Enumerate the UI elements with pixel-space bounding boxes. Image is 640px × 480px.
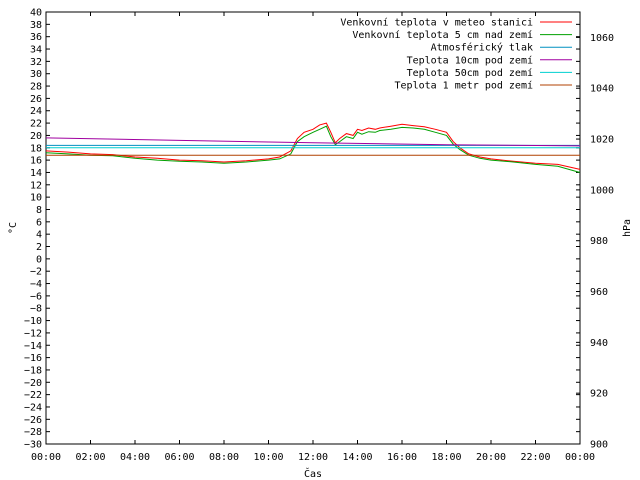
- series-line-1: [45, 125, 581, 173]
- y-tick-label: −20: [24, 378, 42, 389]
- y-tick-label: 36: [30, 32, 42, 43]
- y-tick-label: 8: [36, 205, 42, 216]
- y-tick-label: 4: [36, 230, 42, 241]
- x-tick-label: 10:00: [253, 452, 283, 463]
- legend-label-5: Teplota 1 metr pod zemí: [395, 80, 533, 92]
- x-tick-label: 04:00: [120, 452, 150, 463]
- y-tick-label: 30: [30, 69, 42, 80]
- y-tick-label: 16: [30, 156, 42, 167]
- y-tick-label: −28: [24, 427, 42, 438]
- x-tick-label: 12:00: [298, 452, 328, 463]
- y-tick-label: 6: [36, 217, 42, 228]
- series-line-3: [45, 137, 581, 147]
- y2-axis: 1060 1040 1020 1000 980 960 940 920 900: [576, 33, 614, 451]
- y-tick-label: −18: [24, 365, 42, 376]
- legend-label-3: Teplota 10cm pod zemí: [407, 54, 533, 66]
- x-axis: 00:00 02:00 04:00 06:00 08:00 10:00 12:00 14:00…: [31, 12, 595, 463]
- x-tick-label: 20:00: [476, 452, 506, 463]
- y2-tick-label: 1060: [590, 33, 614, 44]
- y-tick-label: −22: [24, 390, 42, 401]
- x-tick-label: 08:00: [209, 452, 239, 463]
- y2-tick-label: 980: [590, 236, 608, 247]
- y-tick-label: −30: [24, 440, 42, 451]
- y2-tick-label: 1020: [590, 135, 614, 146]
- y-tick-label: 18: [30, 143, 42, 154]
- y-tick-label: 34: [30, 45, 42, 56]
- y-tick-label: 26: [30, 94, 42, 105]
- y-tick-label: 32: [30, 57, 42, 68]
- y-tick-label: −26: [24, 415, 42, 426]
- y-tick-label: −8: [30, 304, 42, 315]
- x-tick-label: 02:00: [75, 452, 105, 463]
- y-tick-label: −4: [30, 279, 42, 290]
- legend-label-2: Atmosférický tlak: [431, 42, 533, 54]
- y-tick-label: −10: [24, 316, 42, 327]
- y-tick-label: 38: [30, 20, 42, 31]
- series-line-0: [45, 122, 581, 170]
- y-tick-label: 14: [30, 168, 42, 179]
- y-tick-label: −12: [24, 328, 42, 339]
- y-tick-label: −16: [24, 353, 42, 364]
- y-axis-label: °C: [8, 222, 19, 234]
- x-tick-label: 06:00: [164, 452, 194, 463]
- legend: Venkovní teplota v meteo staniciVenkovní…: [340, 17, 572, 92]
- y2-axis-label: hPa: [622, 219, 633, 237]
- y2-tick-label: 1040: [590, 84, 614, 95]
- y-tick-label: 24: [30, 106, 42, 117]
- y2-tick-label: 900: [590, 440, 608, 451]
- series-lines: [45, 122, 581, 173]
- y-axis: 4038363432302826242220181614121086420−2−…: [24, 8, 580, 451]
- x-tick-label: 22:00: [520, 452, 550, 463]
- y-tick-label: 12: [30, 180, 42, 191]
- x-tick-label: 00:00: [31, 452, 61, 463]
- y-tick-label: 10: [30, 193, 42, 204]
- y-tick-label: 28: [30, 82, 42, 93]
- x-tick-label: 16:00: [387, 452, 417, 463]
- y-tick-label: 2: [36, 242, 42, 253]
- y2-tick-label: 960: [590, 287, 608, 298]
- y-tick-label: −2: [30, 267, 42, 278]
- y-tick-label: 22: [30, 119, 42, 130]
- legend-label-4: Teplota 50cm pod zemí: [407, 67, 533, 79]
- y2-tick-label: 920: [590, 389, 608, 400]
- y-tick-label: −24: [24, 402, 42, 413]
- y-tick-label: 40: [30, 8, 42, 19]
- y2-tick-label: 940: [590, 338, 608, 349]
- legend-label-0: Venkovní teplota v meteo stanici: [340, 17, 533, 29]
- y2-tick-label: 1000: [590, 185, 614, 196]
- y-tick-label: −14: [24, 341, 42, 352]
- y-tick-label: 20: [30, 131, 42, 142]
- legend-label-1: Venkovní teplota 5 cm nad zemí: [352, 29, 533, 41]
- y-tick-label: −6: [30, 291, 42, 302]
- x-axis-label: Čas: [304, 467, 322, 480]
- x-tick-label: 14:00: [342, 452, 372, 463]
- x-tick-label: 00:00: [565, 452, 595, 463]
- y-tick-label: 0: [36, 254, 42, 265]
- x-tick-label: 18:00: [431, 452, 461, 463]
